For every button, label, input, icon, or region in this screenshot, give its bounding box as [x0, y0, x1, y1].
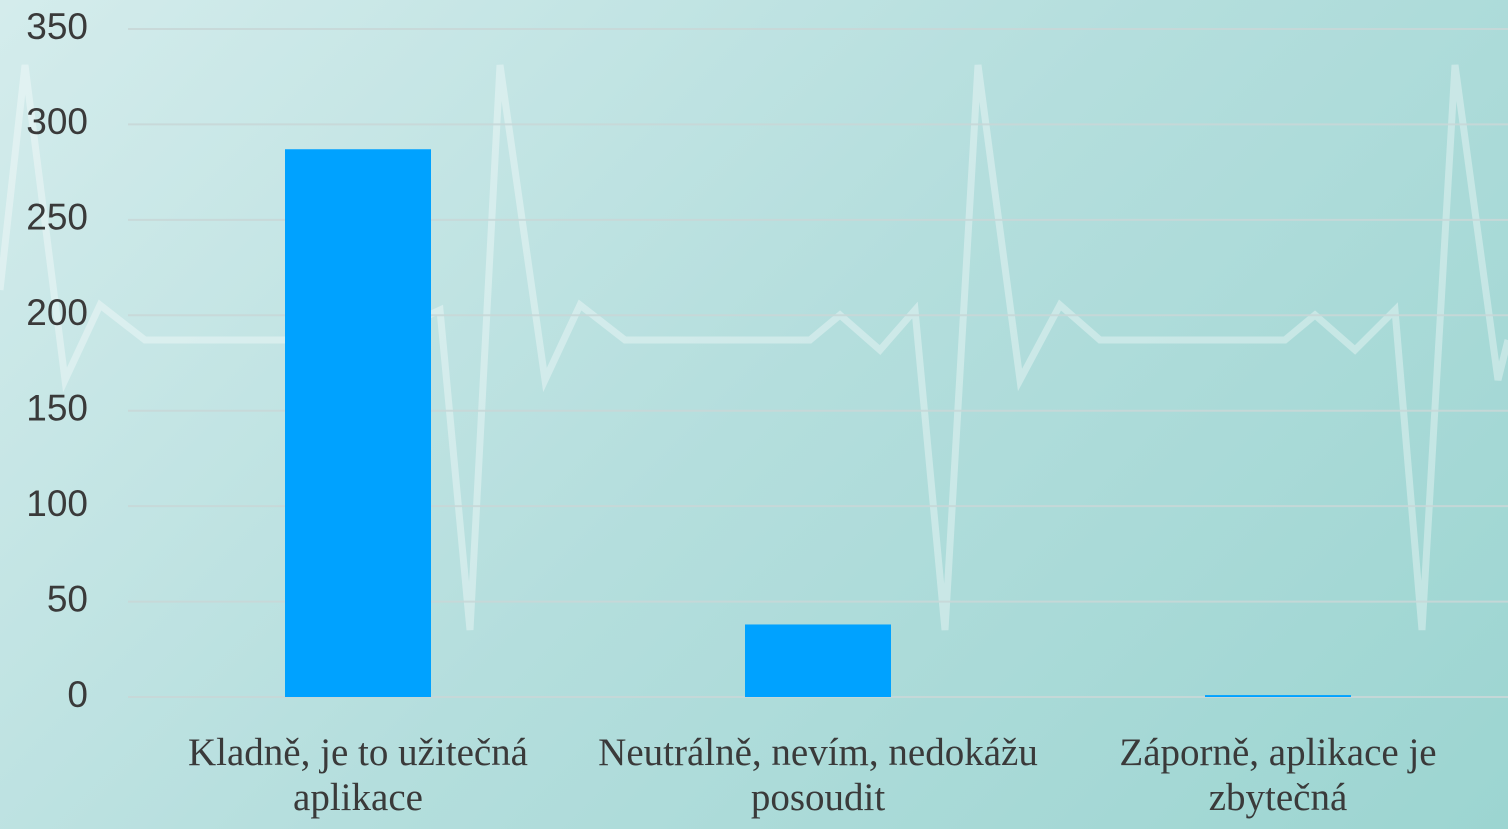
- y-tick-label: 150: [26, 387, 88, 428]
- page: 050100150200250300350 {"chart_data": {"t…: [0, 0, 1508, 829]
- y-tick-label: 350: [26, 6, 88, 47]
- x-tick-label: Kladně, je to užitečná aplikace: [138, 730, 578, 820]
- y-tick-label: 300: [26, 101, 88, 142]
- bar: [1205, 695, 1351, 697]
- y-tick-label: 0: [67, 674, 88, 715]
- decoration-ecg: [0, 65, 1508, 630]
- bar: [745, 624, 891, 697]
- y-tick-label: 50: [47, 578, 88, 619]
- x-tick-label: Záporně, aplikace je zbytečná: [1058, 730, 1498, 820]
- y-tick-label: 200: [26, 292, 88, 333]
- y-tick-label: 100: [26, 483, 88, 524]
- bar: [285, 149, 431, 697]
- y-tick-label: 250: [26, 197, 88, 238]
- chart: 0 50 100 150 200 250 300 350: [0, 0, 1508, 829]
- x-tick-label: Neutrálně, nevím, nedokážu posoudit: [598, 730, 1038, 820]
